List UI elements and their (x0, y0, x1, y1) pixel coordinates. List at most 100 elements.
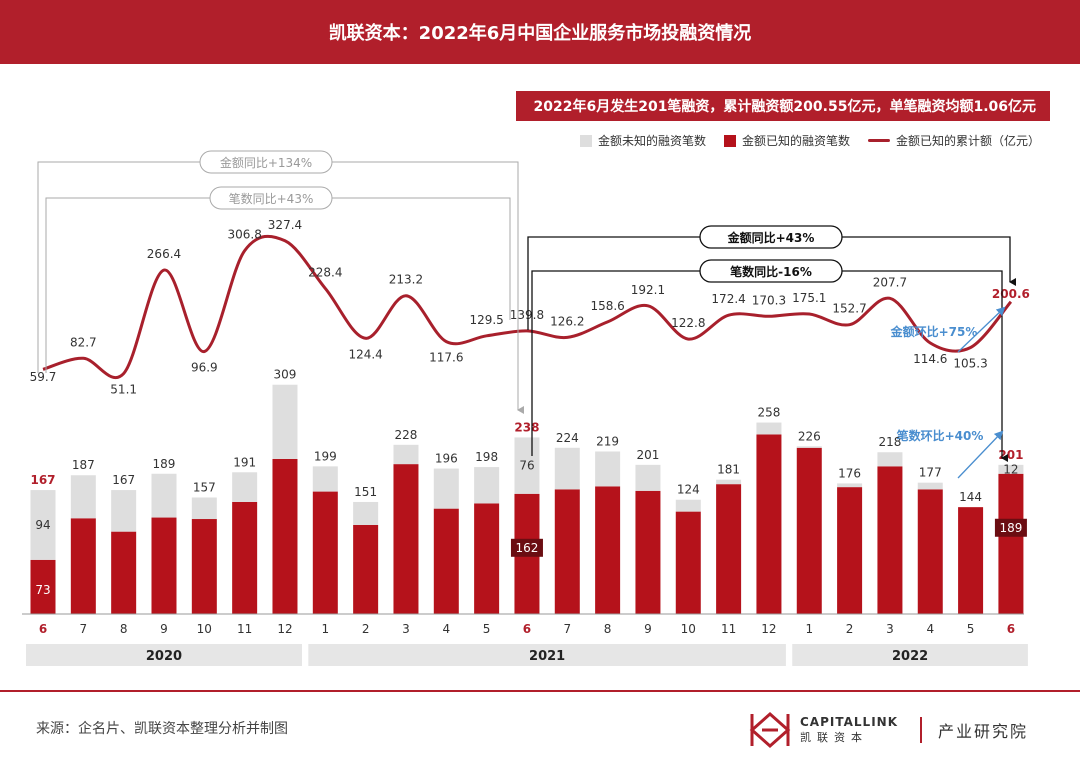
mom-amount-arrow (957, 306, 1006, 353)
line-value-label-6: 327.4 (268, 218, 302, 232)
bar-unknown-6 (272, 384, 298, 459)
x-tick-label-15: 9 (644, 622, 652, 636)
x-tick-label-8: 2 (362, 622, 370, 636)
bar-known-14 (595, 486, 621, 614)
bar-known-10 (433, 508, 459, 614)
brand-cn: 凯联资本 (800, 731, 868, 744)
mom-amount-text: 金额环比+75% (890, 324, 978, 339)
bar-total-label-14: 219 (596, 435, 619, 449)
bar-unknown-2 (111, 490, 137, 532)
bar-known-18 (756, 434, 782, 614)
bar-total-label-7: 199 (314, 449, 337, 463)
yoy-2021-count-text: 笔数同比-16% (730, 264, 812, 279)
bar-unknown-22 (917, 482, 943, 490)
line-value-label-1: 82.7 (70, 335, 97, 349)
x-tick-label-7: 1 (321, 622, 329, 636)
x-tick-label-20: 2 (846, 622, 854, 636)
bar-known-label-box-24 (994, 518, 1027, 537)
bar-known-8 (353, 524, 379, 614)
capitallink-logo-icon (749, 711, 791, 749)
bar-total-label-12: 238 (514, 420, 539, 434)
year-band-2021 (308, 644, 786, 666)
x-tick-label-9: 3 (402, 622, 410, 636)
year-band-2020 (26, 644, 302, 666)
line-value-label-5: 306.8 (227, 228, 261, 242)
bar-total-label-10: 196 (435, 452, 458, 466)
bar-total-label-1: 187 (72, 458, 95, 472)
line-value-label-21: 207.7 (873, 275, 907, 289)
x-tick-label-2: 8 (120, 622, 128, 636)
bar-known-23 (958, 507, 984, 614)
line-value-label-11: 129.5 (469, 313, 503, 327)
bar-known-22 (917, 489, 943, 614)
year-label-2022: 2022 (892, 649, 928, 664)
bar-known-5 (232, 501, 258, 614)
bar-known-11 (474, 503, 500, 614)
x-tick-label-1: 7 (80, 622, 88, 636)
bar-unknown-15 (635, 464, 661, 491)
bar-total-label-13: 224 (556, 431, 579, 445)
legend-known-swatch (723, 134, 736, 147)
bar-unknown-19 (796, 446, 822, 448)
bar-unknown-5 (232, 472, 258, 502)
x-tick-label-3: 9 (160, 622, 168, 636)
line-value-label-13: 126.2 (550, 314, 584, 328)
x-tick-label-24: 6 (1007, 622, 1015, 636)
brand-text: CAPITALLINK 凯联资本 (800, 714, 898, 746)
brand-institute: 产业研究院 (938, 722, 1029, 741)
bar-unknown-12 (514, 437, 540, 494)
line-layer (42, 234, 1013, 380)
bar-known-24 (998, 473, 1024, 614)
line-value-label-10: 117.6 (429, 351, 463, 365)
bar-unknown-17 (716, 479, 742, 485)
bar-total-label-15: 201 (636, 448, 659, 462)
bar-total-label-8: 151 (354, 485, 377, 499)
x-tick-label-17: 11 (721, 622, 736, 636)
line-value-label-0: 59.7 (30, 370, 57, 384)
bar-total-label-11: 198 (475, 450, 498, 464)
x-tick-label-10: 4 (442, 622, 450, 636)
bar-total-label-5: 191 (233, 455, 256, 469)
header-banner: 凯联资本：2022年6月中国企业服务市场投融资情况 (0, 0, 1080, 64)
x-tick-label-14: 8 (604, 622, 612, 636)
labels-layer: 167 187 167 189 157 191 309 199 151 228 196 198 238 2… (30, 218, 1030, 597)
bar-unknown-label-0: 94 (35, 518, 50, 532)
bar-unknown-20 (837, 483, 863, 488)
bar-total-label-9: 228 (395, 428, 418, 442)
bar-unknown-11 (474, 467, 500, 504)
brand-logo: CAPITALLINK 凯联资本 产业研究院 (748, 710, 1028, 750)
bar-unknown-7 (312, 466, 338, 492)
line-value-label-9: 213.2 (389, 273, 423, 287)
bar-known-9 (393, 464, 419, 614)
x-tick-label-21: 3 (886, 622, 894, 636)
x-tick-label-19: 1 (805, 622, 813, 636)
bar-total-label-18: 258 (757, 406, 780, 420)
line-value-label-23: 105.3 (953, 356, 987, 370)
x-tick-label-6: 12 (277, 622, 292, 636)
bar-known-label-0: 73 (35, 583, 50, 597)
source-note: 来源：企名片、凯联资本整理分析并制图 (36, 721, 288, 737)
line-value-label-24: 200.6 (992, 287, 1030, 301)
bar-known-15 (635, 490, 661, 614)
x-tick-label-11: 5 (483, 622, 491, 636)
bar-total-label-4: 157 (193, 481, 216, 495)
bar-unknown-24 (998, 464, 1024, 474)
annotations-layer: 金额同比+134% 笔数同比+43% 金额同比+43% 笔数同比-16% 金额环比+75… (37, 150, 1016, 479)
line-value-label-17: 172.4 (711, 292, 745, 306)
legend-unknown: 金额未知的融资笔数 (579, 132, 706, 149)
bar-unknown-10 (433, 468, 459, 509)
bar-total-label-21: 218 (878, 435, 901, 449)
page-title: 凯联资本：2022年6月中国企业服务市场投融资情况 (328, 23, 752, 44)
bar-unknown-9 (393, 444, 419, 465)
bar-unknown-1 (70, 475, 96, 519)
x-tick-label-13: 7 (563, 622, 571, 636)
line-value-label-20: 152.7 (832, 302, 866, 316)
bar-total-label-23: 144 (959, 490, 982, 504)
bar-known-13 (554, 489, 580, 614)
bar-unknown-0 (30, 490, 56, 560)
x-tick-label-18: 12 (761, 622, 776, 636)
legend-known: 金额已知的融资笔数 (723, 132, 850, 149)
bar-unknown-16 (675, 499, 701, 512)
